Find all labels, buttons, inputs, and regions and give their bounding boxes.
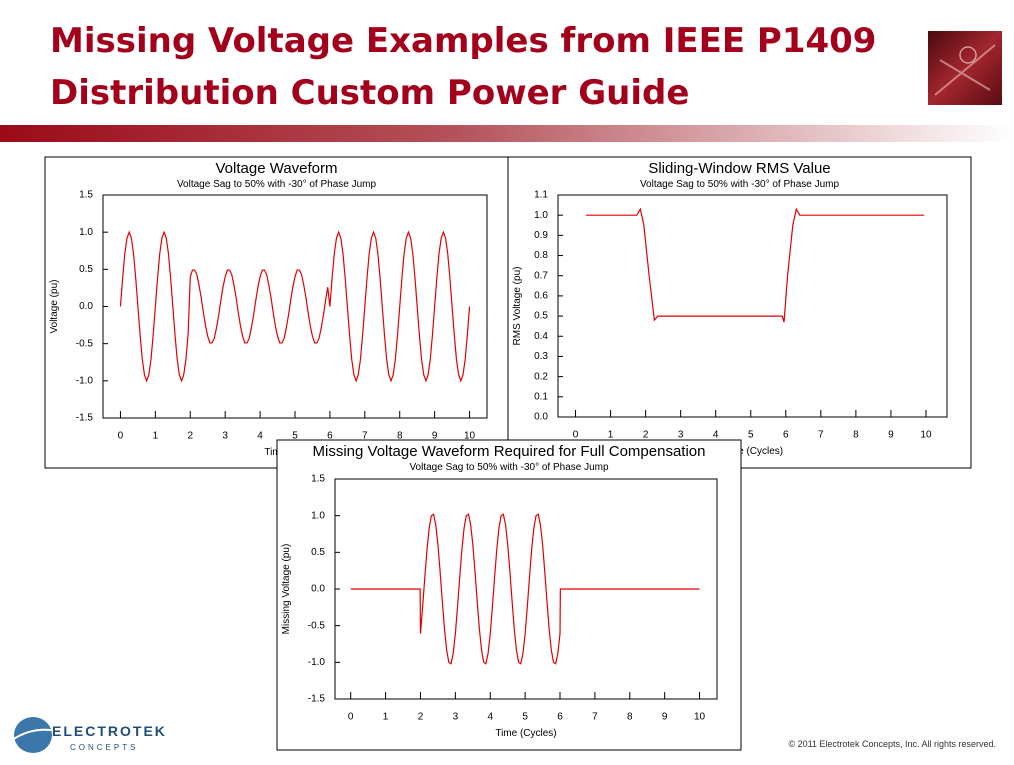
x-tick-label: 5 xyxy=(292,431,298,442)
x-tick-label: 8 xyxy=(853,430,859,441)
x-tick-label: 10 xyxy=(694,712,706,723)
x-tick-label: 3 xyxy=(222,431,228,442)
x-axis-label: Time (Cycles) xyxy=(495,728,556,739)
chart-title: Sliding-Window RMS Value xyxy=(648,160,830,177)
chart-subtitle: Voltage Sag to 50% with -30° of Phase Ju… xyxy=(177,179,377,190)
x-tick-label: 5 xyxy=(748,430,754,441)
y-tick-label: 0.0 xyxy=(79,301,93,312)
x-axis-label: Time (Cycles) xyxy=(722,446,783,457)
y-tick-label: 0.0 xyxy=(534,412,548,423)
corner-image xyxy=(928,31,1002,105)
y-tick-label: -0.5 xyxy=(76,338,94,349)
x-tick-label: 6 xyxy=(327,431,333,442)
x-tick-label: 0 xyxy=(573,430,579,441)
logo-text: ELECTROTEK xyxy=(52,723,167,739)
chart-title: Voltage Waveform xyxy=(216,160,338,177)
y-tick-label: 0.8 xyxy=(534,250,548,261)
x-tick-label: 10 xyxy=(920,430,932,441)
y-tick-label: 0.3 xyxy=(534,351,548,362)
x-tick-label: 9 xyxy=(662,712,668,723)
data-line xyxy=(586,207,925,323)
x-tick-label: 4 xyxy=(257,431,263,442)
y-tick-label: 0.5 xyxy=(311,547,325,558)
x-tick-label: 6 xyxy=(783,430,789,441)
y-tick-label: 0.0 xyxy=(311,584,325,595)
y-axis-label: RMS Voltage (pu) xyxy=(512,267,523,346)
chart-panel xyxy=(276,439,742,751)
x-tick-label: 3 xyxy=(678,430,684,441)
x-tick-label: 5 xyxy=(522,712,528,723)
copyright: © 2011 Electrotek Concepts, Inc. All rig… xyxy=(788,739,996,749)
y-tick-label: 1.0 xyxy=(534,210,548,221)
y-tick-label: 0.6 xyxy=(534,291,548,302)
x-tick-label: 8 xyxy=(627,712,633,723)
y-axis-label: Voltage (pu) xyxy=(49,280,60,334)
y-tick-label: 0.7 xyxy=(534,270,548,281)
chart-title: Missing Voltage Waveform Required for Fu… xyxy=(313,443,706,460)
x-tick-label: 1 xyxy=(608,430,614,441)
chart-panel xyxy=(44,156,509,469)
y-tick-label: -1.5 xyxy=(76,413,94,424)
x-tick-label: 2 xyxy=(643,430,649,441)
x-tick-label: 2 xyxy=(418,712,424,723)
x-tick-label: 0 xyxy=(348,712,354,723)
y-axis-label: Missing Voltage (pu) xyxy=(281,544,292,635)
data-line xyxy=(350,513,700,665)
x-tick-label: 9 xyxy=(432,431,438,442)
y-tick-label: 1.0 xyxy=(79,227,93,238)
chart-panel xyxy=(507,156,972,469)
x-tick-label: 9 xyxy=(888,430,894,441)
y-tick-label: 1.5 xyxy=(79,190,93,201)
x-tick-label: 6 xyxy=(557,712,563,723)
x-tick-label: 1 xyxy=(383,712,389,723)
x-tick-label: 1 xyxy=(153,431,159,442)
data-line xyxy=(119,230,471,383)
x-tick-label: 8 xyxy=(397,431,403,442)
chart: Missing Voltage Waveform Required for Fu… xyxy=(276,439,742,751)
plot-area xyxy=(557,194,948,418)
chart-subtitle: Voltage Sag to 50% with -30° of Phase Ju… xyxy=(640,179,840,190)
company-logo: ELECTROTEK CONCEPTS xyxy=(11,717,167,753)
x-tick-label: 10 xyxy=(464,431,476,442)
x-tick-label: 4 xyxy=(713,430,719,441)
x-tick-label: 3 xyxy=(453,712,459,723)
x-tick-label: 0 xyxy=(118,431,124,442)
y-tick-label: 0.1 xyxy=(534,391,548,402)
chart: Sliding-Window RMS Value Voltage Sag to 5… xyxy=(507,156,972,469)
y-tick-label: -1.0 xyxy=(76,375,94,386)
y-tick-label: 1.0 xyxy=(311,510,325,521)
y-tick-label: 0.5 xyxy=(534,311,548,322)
logo-subtext: CONCEPTS xyxy=(70,743,138,752)
y-tick-label: 0.5 xyxy=(79,264,93,275)
x-tick-label: 2 xyxy=(187,431,193,442)
y-tick-label: 0.4 xyxy=(534,331,548,342)
chart: Voltage Waveform Voltage Sag to 50% with … xyxy=(44,156,509,469)
x-tick-label: 4 xyxy=(487,712,493,723)
slide-title-line: Distribution Custom Power Guide xyxy=(50,73,689,113)
y-tick-label: -0.5 xyxy=(308,620,326,631)
y-tick-label: 1.5 xyxy=(311,474,325,485)
y-tick-label: 1.1 xyxy=(534,190,548,201)
slide-title-line: Missing Voltage Examples from IEEE P1409 xyxy=(50,21,876,61)
y-tick-label: 0.9 xyxy=(534,230,548,241)
y-tick-label: 0.2 xyxy=(534,371,548,382)
x-tick-label: 7 xyxy=(362,431,368,442)
y-tick-label: -1.5 xyxy=(308,694,326,705)
y-tick-label: -1.0 xyxy=(308,657,326,668)
chart-subtitle: Voltage Sag to 50% with -30° of Phase Ju… xyxy=(409,462,609,473)
charts: Voltage Waveform Voltage Sag to 50% with … xyxy=(44,156,972,751)
x-tick-label: 7 xyxy=(592,712,598,723)
header-bar xyxy=(0,125,1014,142)
x-tick-label: 7 xyxy=(818,430,824,441)
